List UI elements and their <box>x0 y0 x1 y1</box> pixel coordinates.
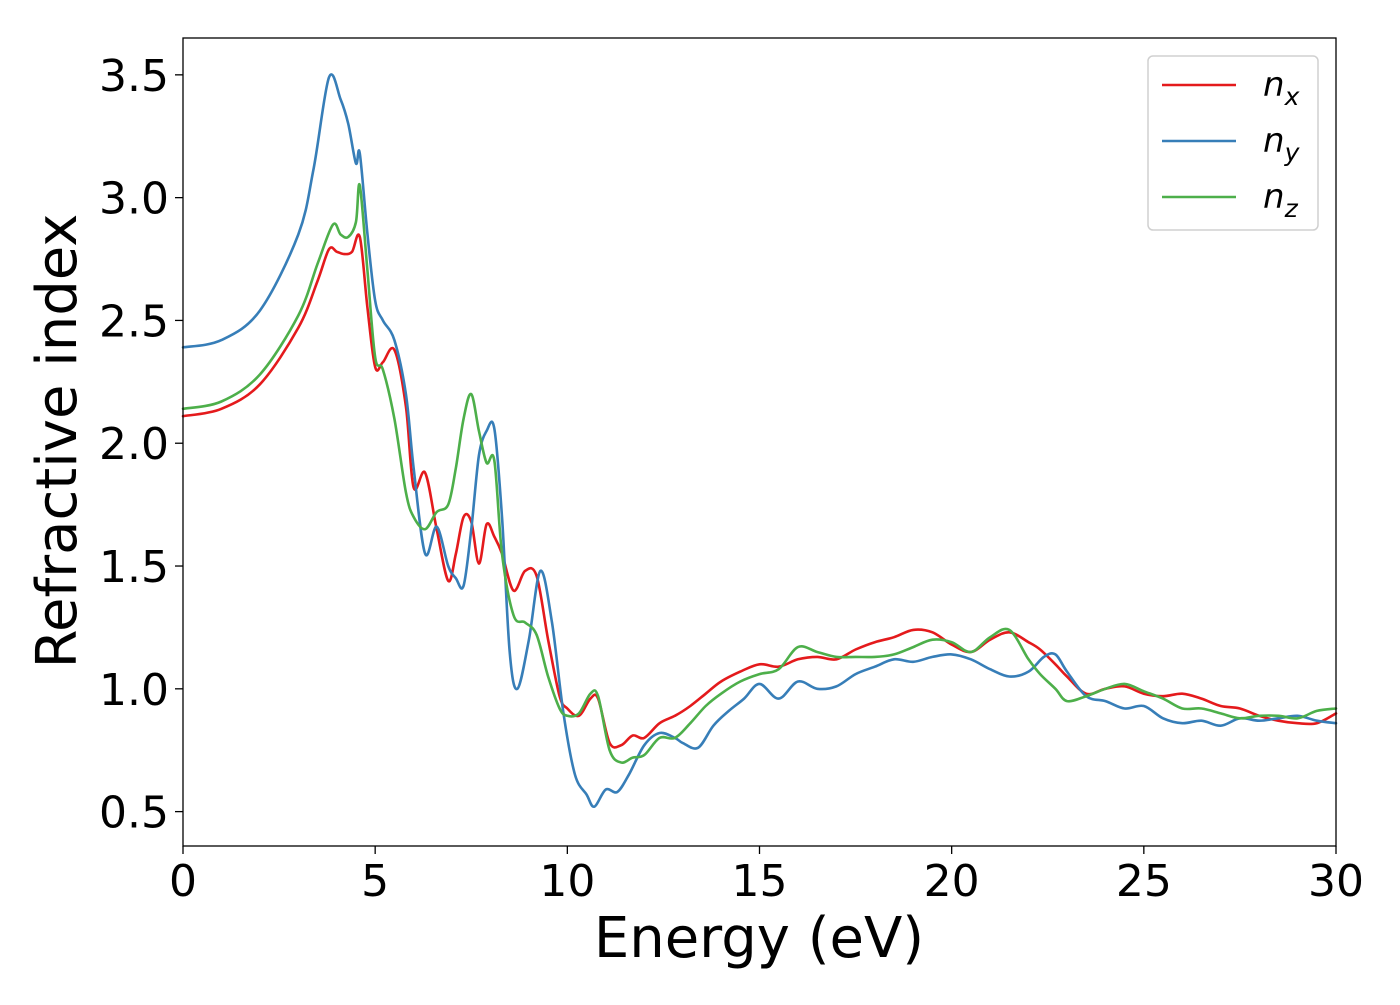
y-tick-label: 1.5 <box>99 542 169 593</box>
series-line-nz <box>181 182 1338 764</box>
y-tick-label: 2.0 <box>99 419 169 470</box>
y-axis-ticks: 0.5 1.0 1.5 2.0 2.5 3.0 3.5 <box>99 51 183 839</box>
x-tick-label: 30 <box>1308 856 1364 907</box>
x-tick-label: 15 <box>732 856 788 907</box>
x-tick-label: 25 <box>1116 856 1172 907</box>
y-tick-label: 1.0 <box>99 665 169 716</box>
y-axis-title: Refractive index <box>25 214 90 669</box>
series-line-ny <box>181 73 1338 808</box>
x-tick-label: 0 <box>169 856 197 907</box>
series-layer <box>181 73 1338 808</box>
y-tick-label: 3.0 <box>99 174 169 225</box>
x-tick-label: 20 <box>924 856 980 907</box>
legend-box <box>1147 55 1319 231</box>
x-axis-title: Energy (eV) <box>594 906 924 971</box>
plot-frame <box>182 37 1337 847</box>
x-tick-label: 10 <box>539 856 595 907</box>
y-tick-label: 2.5 <box>99 296 169 347</box>
y-tick-label: 0.5 <box>99 788 169 839</box>
y-tick-label: 3.5 <box>99 51 169 102</box>
x-tick-label: 5 <box>361 856 389 907</box>
x-axis-ticks: 0 5 10 15 20 25 30 <box>169 846 1364 907</box>
